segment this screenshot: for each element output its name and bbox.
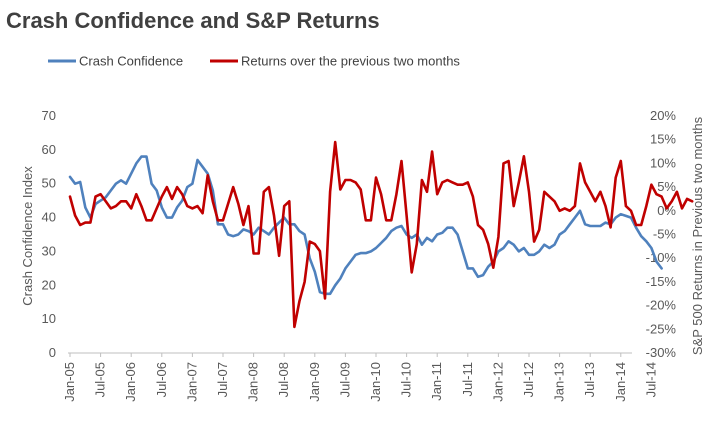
x-tick-label: Jul-13: [582, 362, 597, 397]
y-right-tick-label: -30%: [646, 345, 677, 360]
y-left-tick-label: 40: [42, 210, 56, 225]
x-tick-label: Jan-11: [429, 362, 444, 401]
y-axis-left-title: Crash Confidence Index: [20, 166, 35, 306]
y-right-tick-label: 5%: [657, 179, 676, 194]
y-left-tick-label: 50: [42, 176, 56, 191]
x-tick-label: Jan-12: [490, 362, 505, 402]
y-right-tick-label: -25%: [646, 321, 677, 336]
legend: Crash Confidence Returns over the previou…: [48, 54, 460, 69]
y-axis-left: 0 10 20 30 40 50 60 70: [42, 108, 56, 360]
y-axis-right: -30% -25% -20% -15% -10% -5% 0% 5% 10% 15% 20%: [646, 108, 677, 360]
x-tick-label: Jan-14: [613, 362, 628, 402]
legend-label: Crash Confidence: [79, 54, 183, 69]
y-right-tick-label: -10%: [646, 250, 677, 265]
x-tick-label: Jan-10: [368, 362, 383, 402]
y-right-tick-label: 15%: [650, 132, 676, 147]
series-line-crash-confidence: [68, 155, 663, 296]
y-left-tick-label: 20: [42, 277, 56, 292]
y-right-tick-label: -15%: [646, 274, 677, 289]
y-left-tick-label: 0: [49, 345, 56, 360]
x-tick-label: Jul-05: [93, 362, 108, 397]
x-tick-label: Jul-06: [154, 362, 169, 397]
x-tick-label: Jul-09: [337, 362, 352, 397]
x-tick-label: Jan-08: [246, 362, 261, 402]
chart-title: Crash Confidence and S&P Returns: [6, 8, 380, 33]
y-left-tick-label: 60: [42, 142, 56, 157]
y-left-tick-label: 70: [42, 108, 56, 123]
y-left-tick-label: 10: [42, 311, 56, 326]
x-tick-label: Jan-13: [552, 362, 567, 402]
series-line-returns: [68, 140, 694, 329]
legend-label: Returns over the previous two months: [241, 54, 460, 69]
y-right-tick-label: 10%: [650, 155, 676, 170]
x-tick-label: Jan-06: [123, 362, 138, 402]
x-tick-label: Jan-07: [184, 362, 199, 402]
y-right-tick-label: -5%: [653, 227, 677, 242]
x-tick-label: Jul-12: [521, 362, 536, 397]
x-axis: Jan-05 Jul-05 Jan-06 Jul-06 Jan-07 Jul-07 Jan-…: [62, 352, 658, 402]
x-tick-label: Jul-14: [643, 362, 658, 397]
series-lines: [68, 140, 694, 329]
y-axis-right-title: S&P 500 Returns in Previous two months: [690, 116, 705, 355]
x-tick-label: Jul-11: [460, 362, 475, 396]
x-tick-label: Jan-05: [62, 362, 77, 402]
x-tick-label: Jul-07: [215, 362, 230, 397]
y-right-tick-label: -20%: [646, 298, 677, 313]
y-left-tick-label: 30: [42, 243, 56, 258]
y-right-tick-label: 20%: [650, 108, 676, 123]
x-tick-label: Jul-08: [276, 362, 291, 397]
x-tick-label: Jul-10: [399, 362, 414, 397]
y-right-tick-label: 0%: [657, 203, 676, 218]
x-tick-label: Jan-09: [307, 362, 322, 402]
